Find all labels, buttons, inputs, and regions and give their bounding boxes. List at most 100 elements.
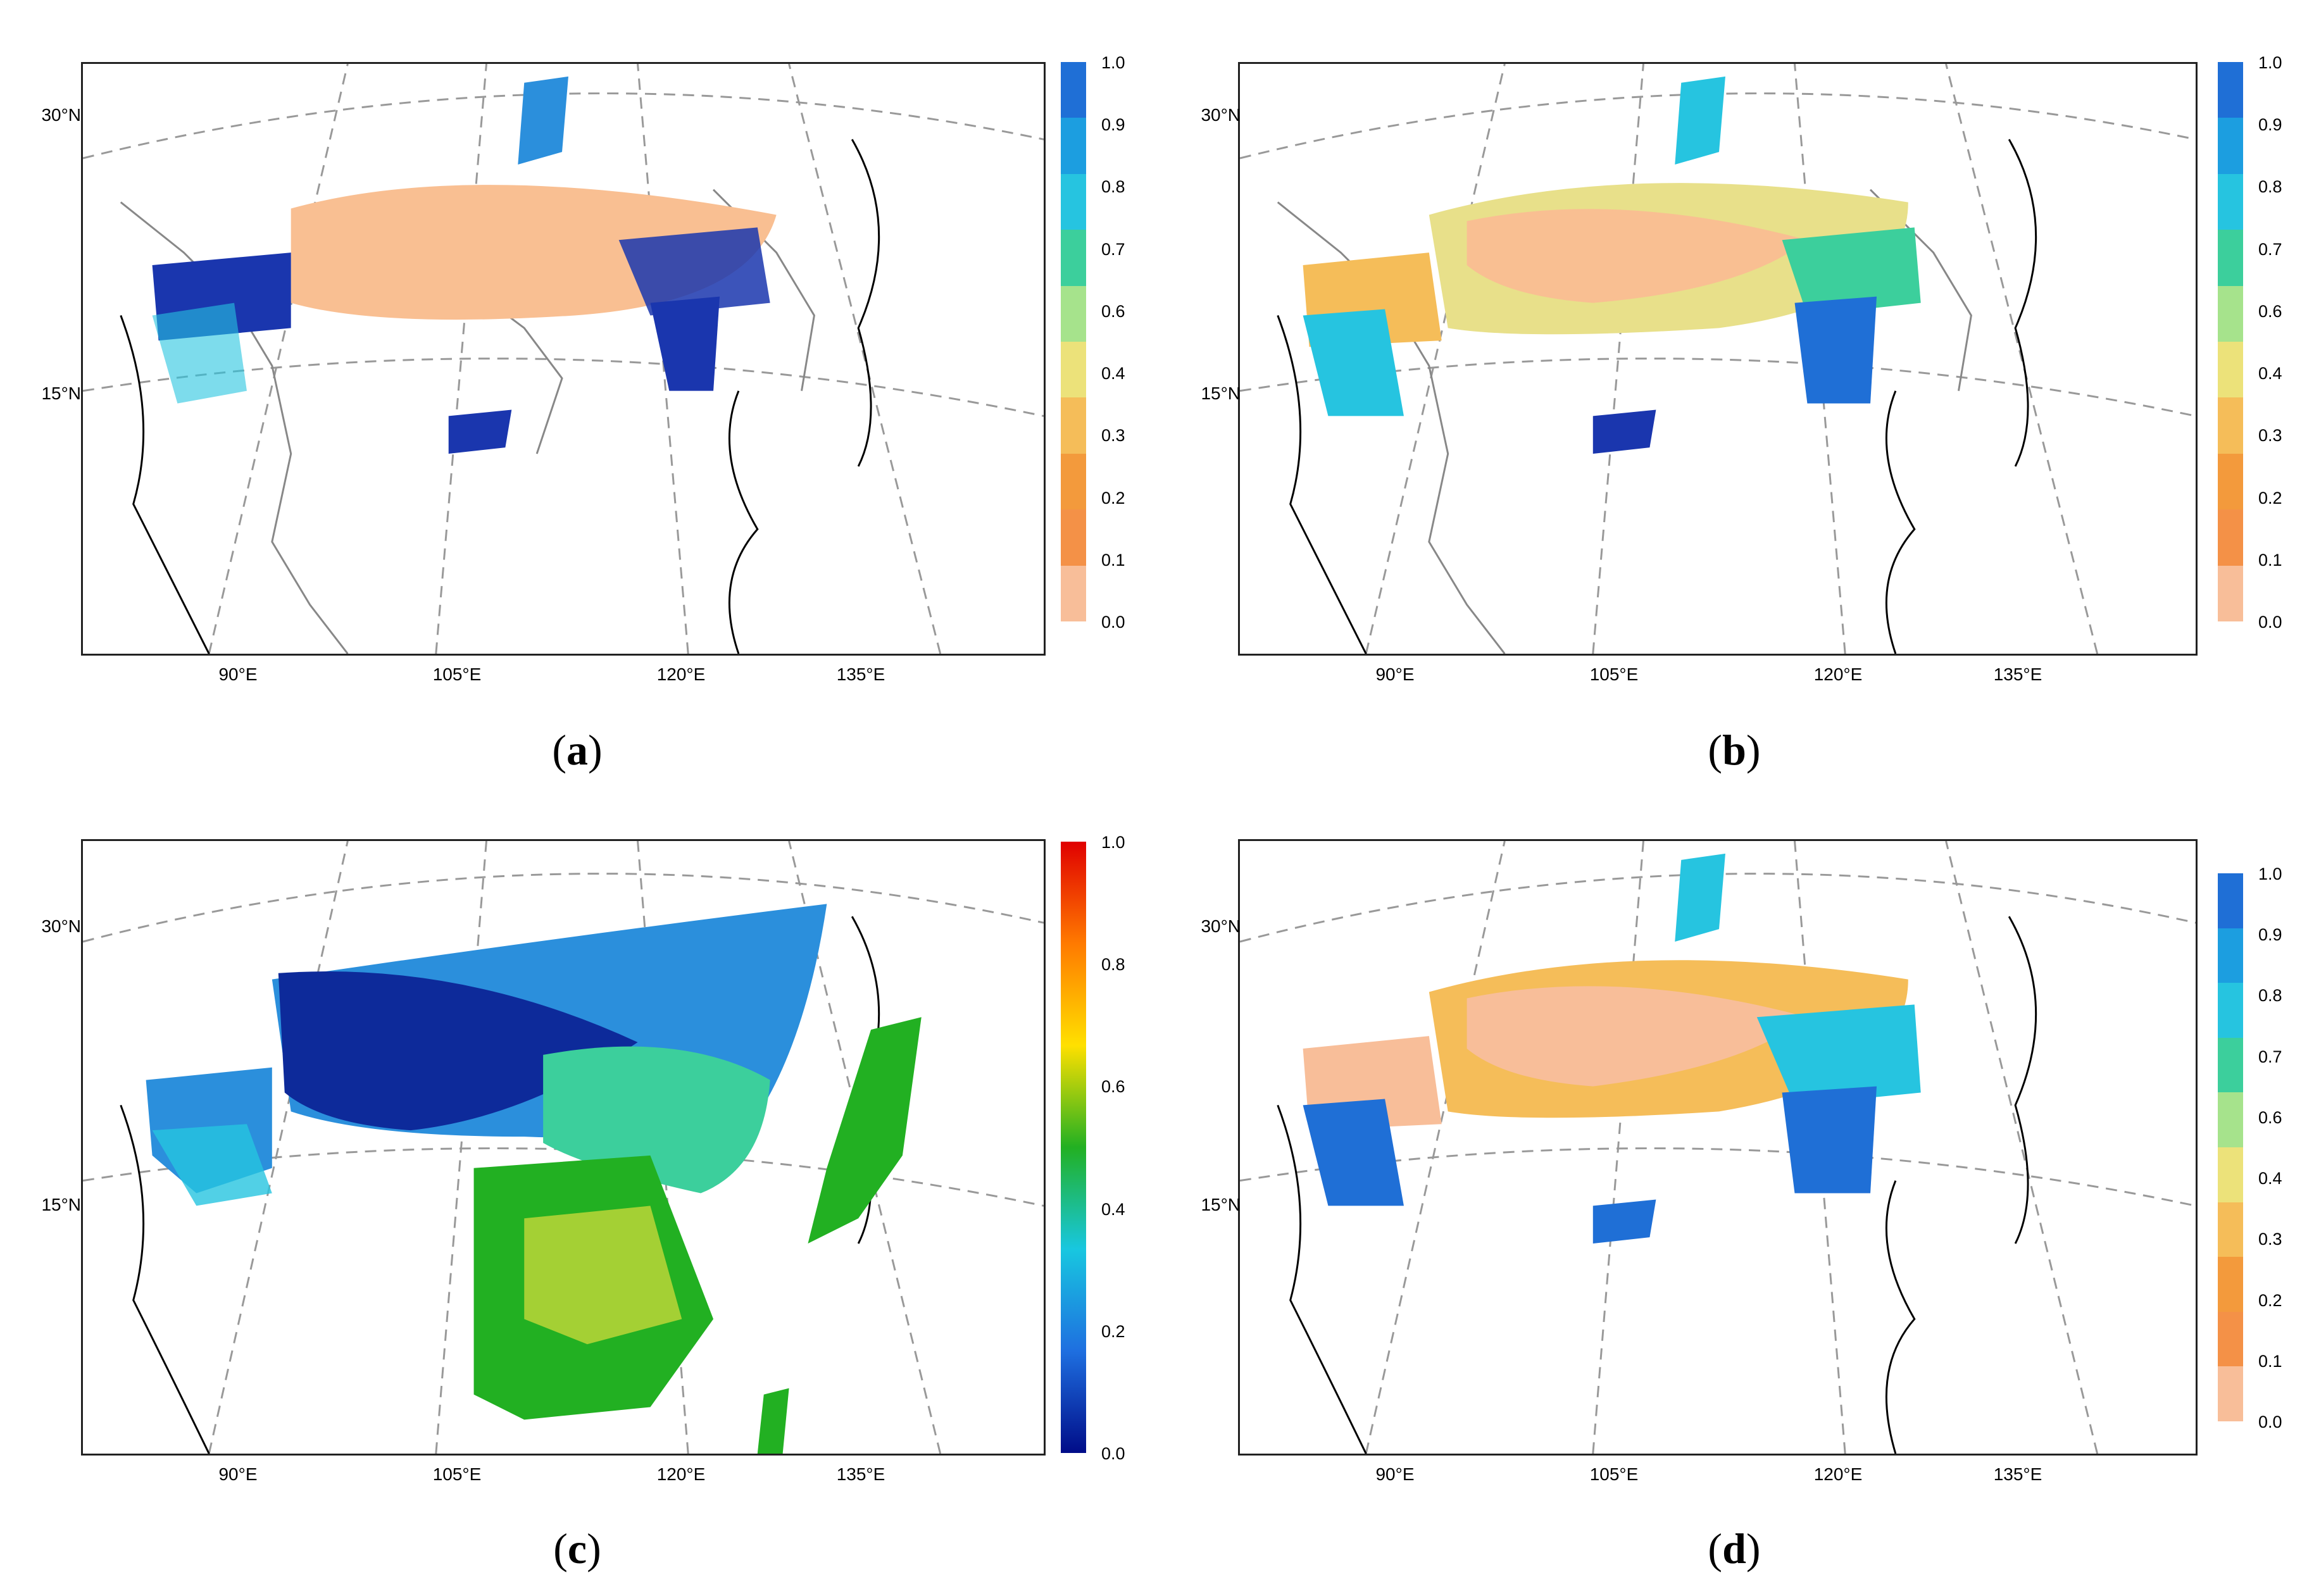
panel-label-a-open: ( xyxy=(552,726,566,774)
colorbar-d-tick: 0.9 xyxy=(2258,925,2282,945)
colorbar-b-tick: 0.6 xyxy=(2258,301,2282,321)
colorbar-a-tick: 0.1 xyxy=(1101,550,1125,570)
colorbar-b-segment xyxy=(2218,230,2243,286)
colorbar-a-tick: 0.2 xyxy=(1101,488,1125,508)
lon-label-135e-c: 135°E xyxy=(836,1464,885,1484)
colorbar-c-tick: 0.6 xyxy=(1101,1077,1125,1097)
colorbar-b-tick: 0.1 xyxy=(2258,550,2282,570)
colorbar-a-segment xyxy=(1061,173,1086,230)
colorbar-a-segment xyxy=(1061,509,1086,566)
colorbar-a-tick: 0.6 xyxy=(1101,301,1125,321)
lon-label-90e-a: 90°E xyxy=(218,664,258,684)
colorbar-d-tick: 0.3 xyxy=(2258,1230,2282,1249)
panel-label-c-open: ( xyxy=(553,1524,568,1573)
map-panel-d xyxy=(1238,839,2198,1456)
panel-label-d-close: ) xyxy=(1746,1524,1761,1573)
colorbar-a-tick: 0.0 xyxy=(1101,613,1125,632)
colorbar-d-tick: 0.0 xyxy=(2258,1412,2282,1431)
lon-label-90e-c: 90°E xyxy=(218,1464,258,1484)
map-a-svg xyxy=(83,64,1044,654)
colorbar-b-tick: 0.4 xyxy=(2258,364,2282,383)
colorbar-b-tick: 0.0 xyxy=(2258,613,2282,632)
colorbar-d-tick: 0.8 xyxy=(2258,986,2282,1006)
map-panel-c xyxy=(81,839,1046,1456)
lon-label-90e-b: 90°E xyxy=(1375,664,1415,684)
data-region-c xyxy=(146,904,922,1454)
colorbar-a-segment xyxy=(1061,230,1086,286)
colorbar-d xyxy=(2218,873,2243,1421)
colorbar-d-tick: 0.1 xyxy=(2258,1351,2282,1371)
colorbar-a-segment xyxy=(1061,62,1086,118)
colorbar-c-tick: 1.0 xyxy=(1101,833,1125,852)
lat-label-15n-b: 15°N xyxy=(1201,383,1241,403)
colorbar-d-tick: 0.2 xyxy=(2258,1290,2282,1310)
colorbar-d-segment xyxy=(2218,983,2243,1038)
panel-label-a-letter: a xyxy=(566,726,588,774)
panel-label-b-open: ( xyxy=(1708,726,1723,774)
colorbar-c-tick: 0.8 xyxy=(1101,955,1125,975)
panel-label-c-letter: c xyxy=(567,1524,587,1573)
data-region-b xyxy=(1303,76,1921,454)
panel-label-d-letter: d xyxy=(1722,1524,1746,1573)
lat-label-30n-b: 30°N xyxy=(1201,105,1241,125)
colorbar-d-segment xyxy=(2218,1092,2243,1147)
panel-label-b: (b) xyxy=(1671,725,1798,775)
lon-label-120e-b: 120°E xyxy=(1813,664,1863,684)
lon-label-135e-a: 135°E xyxy=(836,664,885,684)
panel-label-a-close: ) xyxy=(588,726,603,774)
map-c-svg xyxy=(83,841,1044,1454)
lon-label-120e-a: 120°E xyxy=(656,664,706,684)
lon-label-105e-d: 105°E xyxy=(1589,1464,1639,1484)
panel-label-d-open: ( xyxy=(1708,1524,1723,1573)
map-b-svg xyxy=(1240,64,2196,654)
colorbar-d-segment xyxy=(2218,1311,2243,1367)
panel-label-c: (c) xyxy=(514,1524,641,1574)
lat-label-30n-a: 30°N xyxy=(41,105,81,125)
colorbar-c-tick: 0.0 xyxy=(1101,1444,1125,1463)
colorbar-b-segment xyxy=(2218,118,2243,174)
colorbar-d-tick: 0.4 xyxy=(2258,1169,2282,1188)
colorbar-b-tick: 1.0 xyxy=(2258,53,2282,72)
data-region-d xyxy=(1303,853,1921,1244)
colorbar-b-segment xyxy=(2218,173,2243,230)
lat-label-30n-d: 30°N xyxy=(1201,916,1241,936)
colorbar-d-segment xyxy=(2218,1147,2243,1202)
lon-label-120e-d: 120°E xyxy=(1813,1464,1863,1484)
colorbar-d-segment xyxy=(2218,1202,2243,1257)
panel-label-a: (a) xyxy=(514,725,641,775)
colorbar-d-segment xyxy=(2218,1366,2243,1421)
panel-label-b-letter: b xyxy=(1722,726,1746,774)
colorbar-a-tick: 0.9 xyxy=(1101,115,1125,135)
colorbar-a-tick: 0.4 xyxy=(1101,364,1125,383)
lat-label-15n-a: 15°N xyxy=(41,383,81,403)
lon-label-135e-b: 135°E xyxy=(1993,664,2042,684)
lat-label-15n-d: 15°N xyxy=(1201,1195,1241,1214)
lon-label-105e-b: 105°E xyxy=(1589,664,1639,684)
map-panel-a xyxy=(81,62,1046,656)
colorbar-a-segment xyxy=(1061,453,1086,510)
colorbar-b-segment xyxy=(2218,285,2243,342)
colorbar-a-tick: 1.0 xyxy=(1101,53,1125,72)
colorbar-b-segment xyxy=(2218,565,2243,621)
colorbar-a-segment xyxy=(1061,565,1086,621)
colorbar-b-segment xyxy=(2218,62,2243,118)
colorbar-a-segment xyxy=(1061,397,1086,454)
panel-label-b-close: ) xyxy=(1746,726,1761,774)
lon-label-120e-c: 120°E xyxy=(656,1464,706,1484)
lat-label-30n-c: 30°N xyxy=(41,916,81,936)
colorbar-c-tick: 0.4 xyxy=(1101,1199,1125,1219)
colorbar-b-segment xyxy=(2218,397,2243,454)
lon-label-105e-a: 105°E xyxy=(432,664,482,684)
colorbar-a-segment xyxy=(1061,285,1086,342)
colorbar-d-segment xyxy=(2218,1037,2243,1093)
colorbar-d-tick: 1.0 xyxy=(2258,864,2282,883)
colorbar-b-tick: 0.8 xyxy=(2258,177,2282,197)
map-panel-b xyxy=(1238,62,2198,656)
colorbar-b-tick: 0.9 xyxy=(2258,115,2282,135)
colorbar-c-tick: 0.2 xyxy=(1101,1321,1125,1341)
colorbar-b-segment xyxy=(2218,509,2243,566)
lon-label-90e-d: 90°E xyxy=(1375,1464,1415,1484)
colorbar-a-tick: 0.8 xyxy=(1101,177,1125,197)
panel-label-c-close: ) xyxy=(587,1524,601,1573)
colorbar-c xyxy=(1061,842,1086,1453)
